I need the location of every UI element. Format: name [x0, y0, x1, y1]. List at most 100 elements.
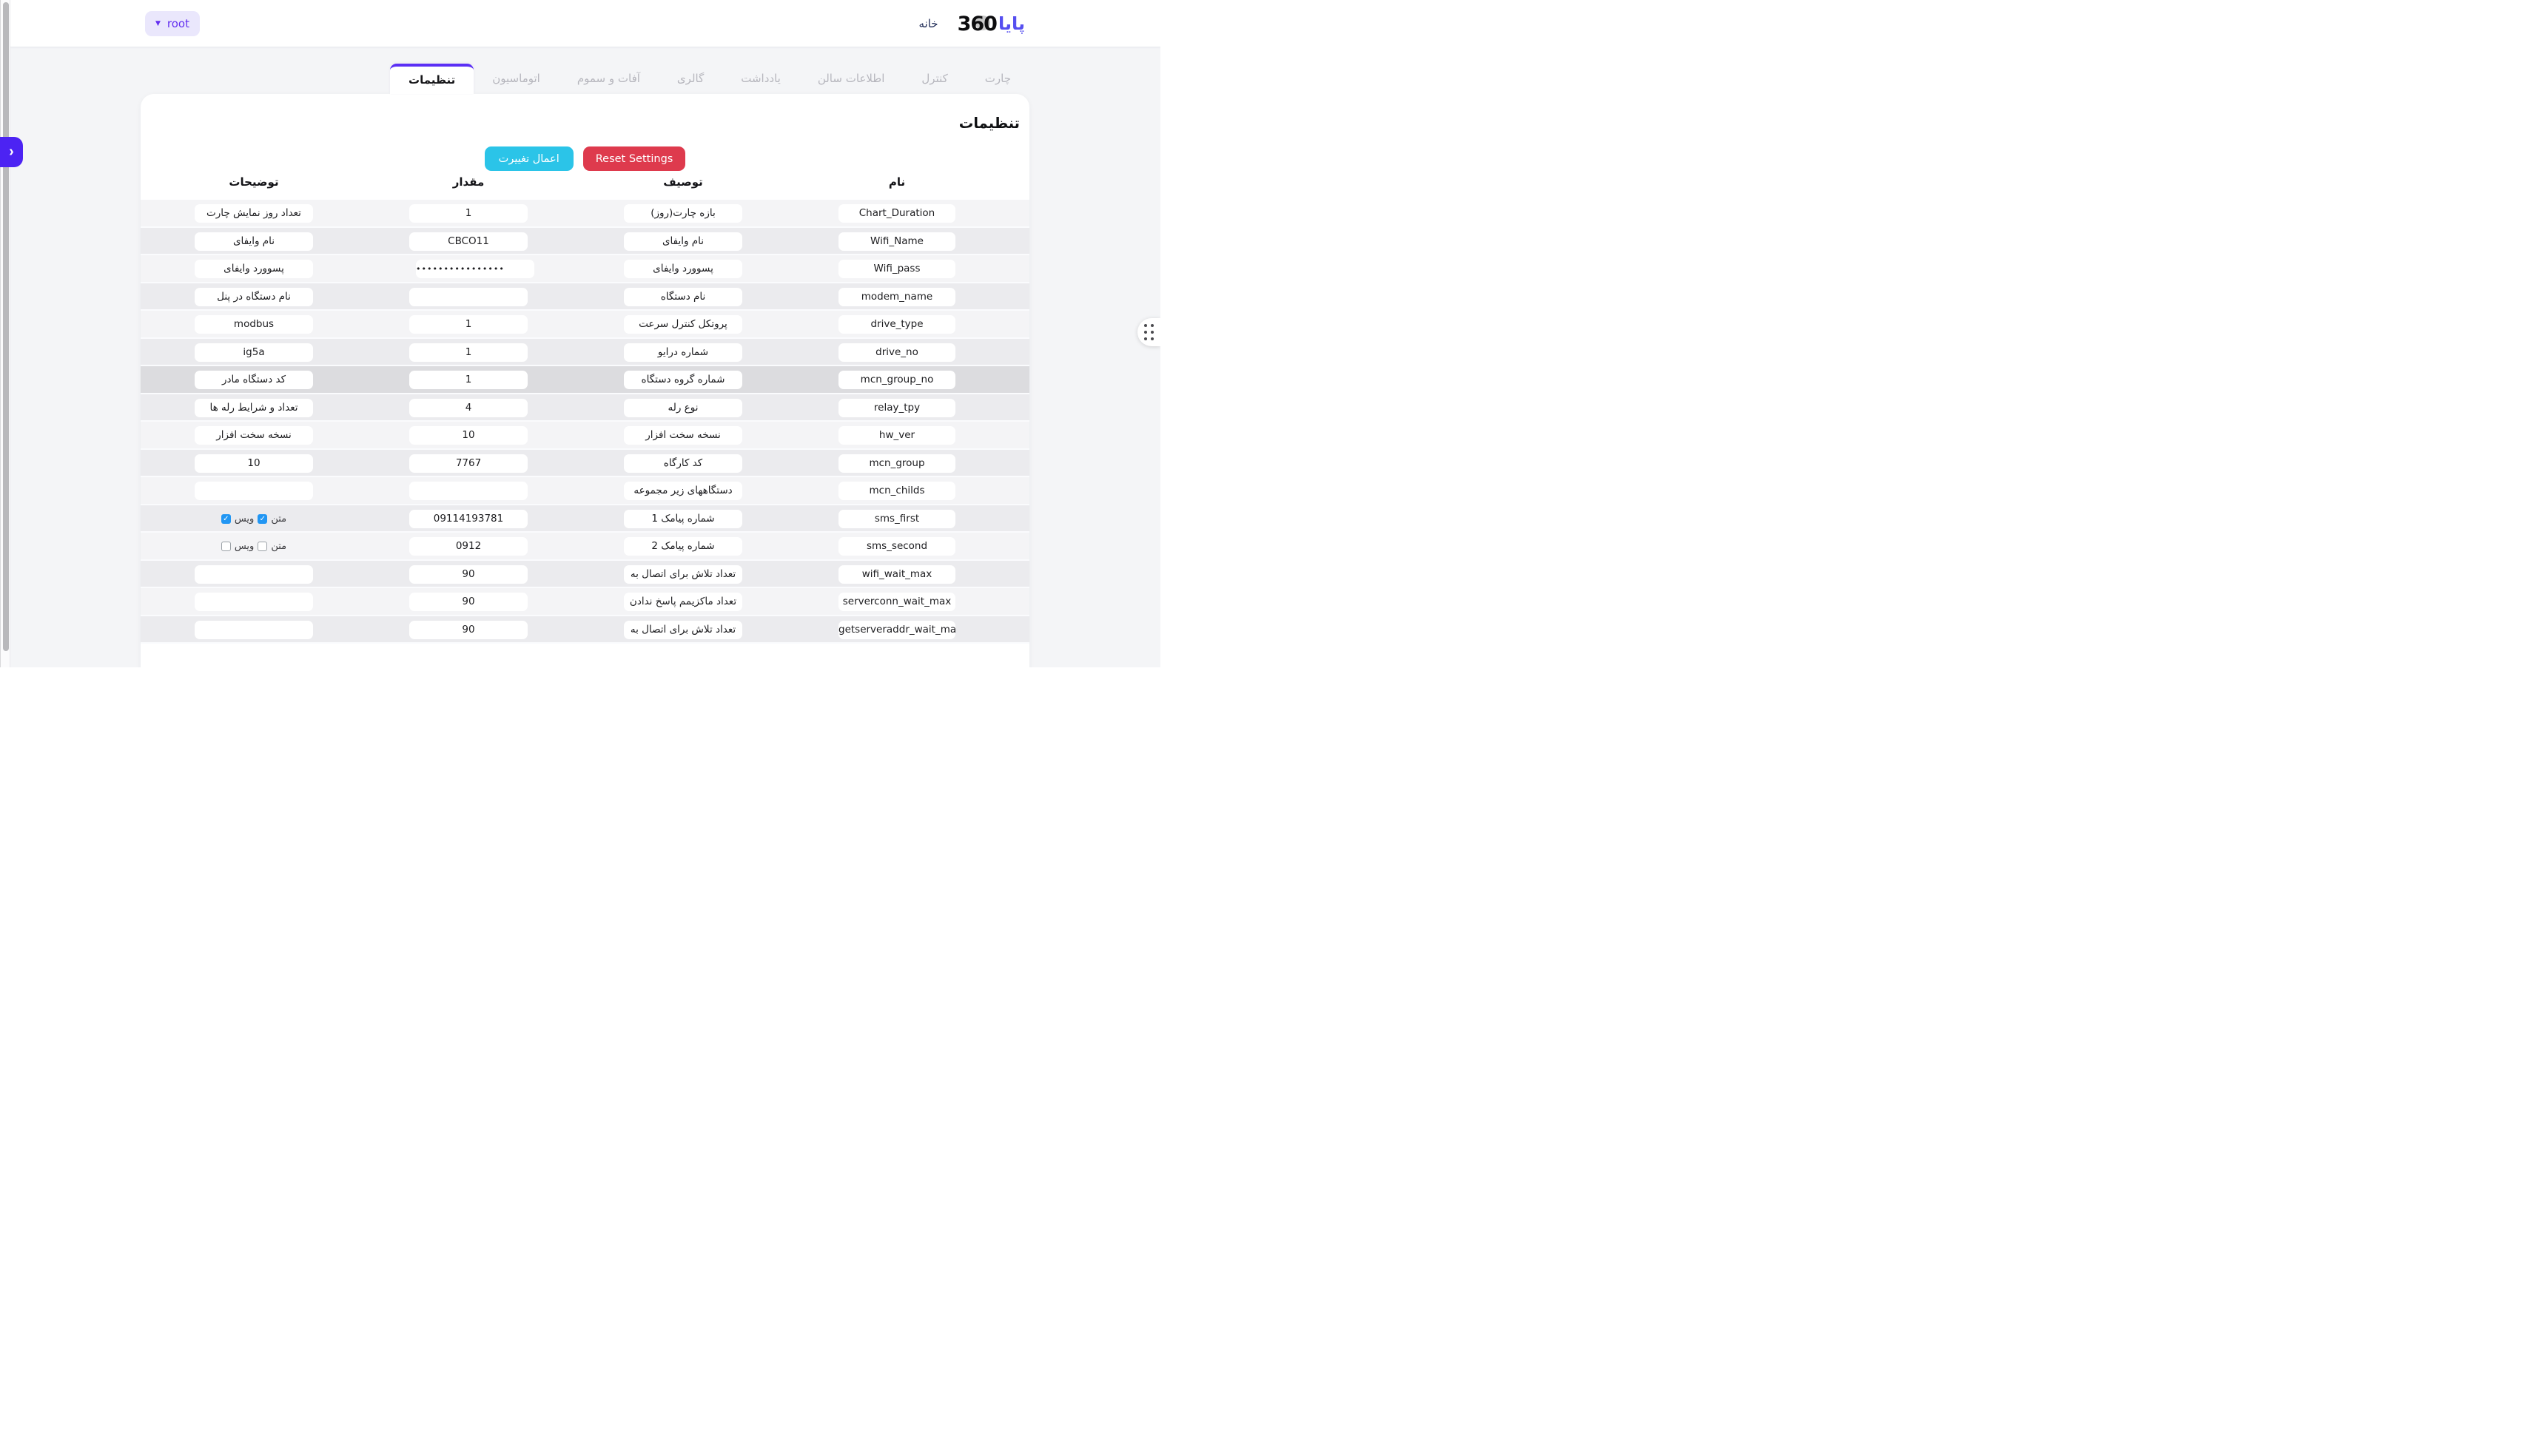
name-field-mcn_childs[interactable]: mcn_childs — [838, 482, 955, 500]
notes-input[interactable]: نام دستگاه در پنل — [195, 287, 313, 306]
reset-settings-button[interactable]: Reset Settings — [582, 146, 686, 171]
drag-handle[interactable] — [1137, 318, 1160, 346]
value-input[interactable]: 1 — [409, 315, 528, 334]
chevron-down-icon: ▼ — [155, 19, 161, 27]
table-header: نام توصیف مقدار توضیحات — [141, 175, 1029, 193]
name-field-mcn_group_no[interactable]: mcn_group_no — [838, 371, 955, 389]
actions-row: اعمال تغییرت Reset Settings — [141, 146, 1029, 171]
table-row-serverconn_wait_max: serverconn_wait_max تعداد ماکزیمم پاسخ ند… — [141, 588, 1029, 616]
value-input[interactable]: 0912 — [409, 537, 528, 556]
name-field-drive_no[interactable]: drive_no — [838, 343, 955, 362]
table-row-mcn_group_no: mcn_group_no شماره گروه دستگاه 1 کد دستگاه … — [141, 366, 1029, 394]
tab-automation[interactable]: اتوماسیون — [492, 72, 540, 85]
checkbox[interactable]: ✓ — [221, 513, 231, 524]
apply-changes-button[interactable]: اعمال تغییرت — [484, 146, 574, 171]
table-row-relay_tpy: relay_tpy نوع رله 4 تعداد و شرایط رله ها — [141, 394, 1029, 422]
table-row-Wifi_Name: Wifi_Name نام وایفای CBCO11 نام وایفای — [141, 227, 1029, 255]
scrollbar-thumb[interactable] — [2, 2, 9, 651]
tab-pests-poisons[interactable]: آفات و سموم — [577, 72, 640, 85]
value-input[interactable]: 90 — [409, 620, 528, 639]
notes-input[interactable]: کد دستگاه مادر — [195, 371, 313, 389]
name-field-mcn_group[interactable]: mcn_group — [838, 454, 955, 473]
description-field[interactable]: پروتکل کنترل سرعت — [624, 315, 742, 334]
notes-input[interactable] — [195, 593, 313, 611]
table-row-mcn_group: mcn_group کد کارگاه 7767 10 — [141, 449, 1029, 477]
name-field-drive_type[interactable]: drive_type — [838, 315, 955, 334]
description-field[interactable]: نسخه سخت افزار — [624, 426, 742, 445]
value-input[interactable]: 90 — [409, 564, 528, 584]
notes-checkbox-group: متن ✓ ویس ✓ — [195, 505, 313, 533]
page-title: تنظیمات — [958, 115, 1020, 132]
value-input[interactable]: 4 — [409, 398, 528, 417]
value-input[interactable] — [409, 287, 528, 306]
home-link[interactable]: خانه — [918, 17, 938, 30]
app-viewport: ▼ root 360 پایا خانه چارت کنترل اطلاعات … — [0, 0, 1160, 667]
description-field[interactable]: نام وایفای — [624, 232, 742, 251]
description-field[interactable]: تعداد تلاش برای اتصال به — [624, 620, 742, 639]
sidebar-expand-button[interactable]: › — [0, 137, 23, 167]
page-scrollbar[interactable] — [0, 0, 10, 667]
table-row-drive_type: drive_type پروتکل کنترل سرعت 1 modbus — [141, 311, 1029, 339]
notes-input[interactable]: نام وایفای — [195, 232, 313, 251]
notes-input[interactable]: ig5a — [195, 343, 313, 362]
checkbox[interactable] — [258, 542, 268, 552]
value-input[interactable]: 7767 — [409, 454, 528, 473]
notes-input[interactable]: تعداد و شرایط رله ها — [195, 398, 313, 417]
notes-input[interactable]: 10 — [195, 454, 313, 473]
notes-input[interactable]: تعداد روز نمایش چارت — [195, 204, 313, 223]
description-field[interactable]: شماره پیامک 1 — [624, 509, 742, 528]
value-input[interactable] — [409, 482, 528, 500]
notes-input[interactable]: modbus — [195, 315, 313, 334]
table-row-mcn_childs: mcn_childs دستگاههای زیر مجموعه — [141, 477, 1029, 505]
value-input[interactable]: 10 — [409, 426, 528, 445]
notes-input[interactable]: پسوورد وایفای — [195, 260, 313, 278]
checkbox[interactable] — [221, 542, 231, 552]
name-field-hw_ver[interactable]: hw_ver — [838, 426, 955, 445]
notes-input[interactable] — [195, 482, 313, 500]
notes-input[interactable] — [195, 564, 313, 584]
description-field[interactable]: تعداد تلاش برای اتصال به — [624, 564, 742, 584]
value-input[interactable]: •••••••••••••••• — [416, 260, 534, 278]
name-field-Wifi_Name[interactable]: Wifi_Name — [838, 232, 955, 251]
value-input[interactable]: 09114193781 — [409, 509, 528, 528]
table-row-sms_first: sms_first شماره پیامک 1 09114193781 متن ✓ ویس… — [141, 505, 1029, 533]
value-input[interactable]: CBCO11 — [409, 232, 528, 251]
description-field[interactable]: نام دستگاه — [624, 287, 742, 306]
checkbox-label: متن — [271, 541, 287, 553]
name-field-sms_second[interactable]: sms_second — [838, 537, 955, 556]
name-field-relay_tpy[interactable]: relay_tpy — [838, 398, 955, 417]
name-field-getserveraddr_wait_max[interactable]: getserveraddr_wait_max — [838, 620, 955, 639]
tab-settings[interactable]: تنظیمات — [390, 64, 474, 94]
description-field[interactable]: تعداد ماکزیمم پاسخ ندادن — [624, 593, 742, 611]
value-input[interactable]: 1 — [409, 343, 528, 362]
description-field[interactable]: نوع رله — [624, 398, 742, 417]
description-field[interactable]: دستگاههای زیر مجموعه — [624, 482, 742, 500]
description-field[interactable]: بازه چارت(روز) — [624, 204, 742, 223]
description-field[interactable]: شماره درایو — [624, 343, 742, 362]
tab-control[interactable]: کنترل — [921, 72, 948, 85]
description-field[interactable]: پسوورد وایفای — [624, 260, 742, 278]
name-field-sms_first[interactable]: sms_first — [838, 509, 955, 528]
description-field[interactable]: شماره گروه دستگاه — [624, 371, 742, 389]
name-field-wifi_wait_max[interactable]: wifi_wait_max — [838, 564, 955, 584]
value-input[interactable]: 1 — [409, 204, 528, 223]
notes-input[interactable]: نسخه سخت افزار — [195, 426, 313, 445]
value-input[interactable]: 90 — [409, 593, 528, 611]
farm-selector-dropdown[interactable]: ▼ root — [145, 11, 200, 36]
checkbox[interactable]: ✓ — [258, 513, 268, 524]
name-field-Chart_Duration[interactable]: Chart_Duration — [838, 204, 955, 223]
name-field-serverconn_wait_max[interactable]: serverconn_wait_max — [838, 593, 955, 611]
tab-notes[interactable]: یادداشت — [741, 72, 781, 85]
name-field-Wifi_pass[interactable]: Wifi_pass — [838, 260, 955, 278]
tab-chart[interactable]: چارت — [984, 72, 1011, 85]
chevron-right-icon: › — [9, 143, 14, 160]
description-field[interactable]: شماره پیامک 2 — [624, 537, 742, 556]
grip-dots-icon — [1144, 324, 1154, 340]
value-input[interactable]: 1 — [409, 371, 528, 389]
notes-input[interactable] — [195, 620, 313, 639]
farm-selector-label: root — [167, 17, 189, 30]
tab-hall-info[interactable]: اطلاعات سالن — [817, 72, 885, 85]
tab-gallery[interactable]: گالری — [676, 72, 705, 85]
name-field-modem_name[interactable]: modem_name — [838, 287, 955, 306]
description-field[interactable]: کد کارگاه — [624, 454, 742, 473]
